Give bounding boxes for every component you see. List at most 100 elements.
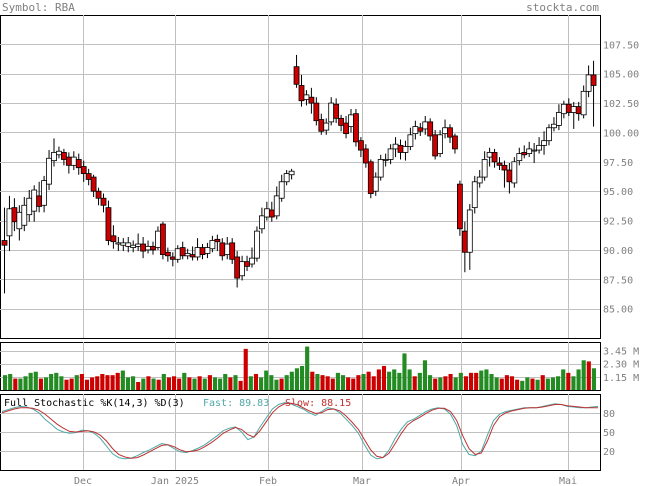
volume-bar (151, 378, 156, 390)
candle-body (353, 113, 359, 143)
candle-body (565, 103, 572, 113)
candle (471, 175, 478, 214)
candle (6, 195, 13, 252)
volume-bar (381, 366, 387, 390)
candle (41, 175, 47, 213)
volume-bar (131, 376, 136, 390)
candle-body (323, 122, 330, 131)
price-frame-rect (0, 15, 601, 339)
candle-body (140, 243, 147, 252)
price-tick-label: 97.50 (603, 158, 633, 169)
volume-bar (361, 374, 366, 390)
candle (590, 60, 597, 127)
volume-bar (202, 378, 207, 390)
volume-bar (335, 372, 340, 390)
volume-bar (351, 378, 356, 390)
candle (556, 104, 562, 131)
candle-body (541, 140, 547, 146)
candle (214, 234, 221, 252)
volume-bar (576, 369, 581, 390)
candle-body (239, 261, 246, 277)
volume-bar (33, 371, 38, 390)
candle-body (46, 157, 52, 185)
volume-bar (13, 378, 18, 390)
candle (531, 143, 538, 163)
candle (278, 174, 285, 202)
volume-bar (90, 377, 95, 390)
volume-bar (120, 370, 125, 390)
price-tick-label: 105.00 (603, 70, 639, 81)
volume-bar (581, 360, 586, 390)
volume-bar (141, 378, 146, 390)
volume-bar (530, 378, 535, 390)
candle-body (447, 127, 453, 138)
volume-bar (540, 375, 545, 390)
volume-bar (407, 369, 412, 390)
candle (51, 138, 57, 167)
candle (46, 150, 52, 191)
candle (536, 137, 542, 154)
volume-bar (515, 379, 520, 390)
price-tick-label: 95.00 (603, 187, 633, 198)
candle-body (214, 238, 221, 243)
candle-body (199, 247, 206, 256)
volume-bar (525, 377, 530, 390)
candle (432, 130, 439, 160)
candle (377, 154, 384, 181)
volume-bar (320, 375, 325, 390)
candle (204, 242, 211, 259)
volume-bar (556, 376, 561, 390)
candle (85, 168, 92, 186)
candle (476, 170, 483, 188)
candle-body (70, 156, 77, 166)
candle (159, 221, 166, 260)
candle-body (41, 180, 47, 206)
candle (308, 87, 315, 114)
candle (125, 236, 132, 253)
volume-bar (146, 376, 151, 390)
volume-bar (397, 372, 402, 390)
candle-body (387, 148, 394, 160)
volume-bar (54, 372, 59, 390)
volume-bar (243, 348, 248, 390)
x-axis: Dec Jan 2025 Feb Mar Apr Mai (74, 476, 577, 486)
volume-bar (248, 376, 253, 390)
candle (298, 74, 305, 107)
volume-bar (315, 374, 320, 390)
candle (466, 204, 473, 270)
candle-body (80, 166, 87, 174)
candle-body (407, 134, 414, 147)
candle-body (75, 159, 82, 169)
volume-bar (494, 377, 499, 390)
candle-body (164, 251, 171, 257)
candle-body (590, 74, 597, 86)
candle-body (362, 148, 369, 164)
volume-bar (207, 375, 212, 390)
volume-bar (289, 371, 294, 390)
candle (21, 197, 28, 232)
x-tick-label: Mar (353, 476, 371, 486)
candle (254, 226, 260, 262)
candle (501, 160, 508, 188)
candle-body (471, 181, 478, 209)
candle-body (303, 94, 310, 100)
volume-bar (300, 366, 305, 390)
candle-body (224, 243, 231, 256)
candle-body (155, 230, 161, 248)
x-tick-label: Feb (259, 476, 277, 486)
fast-line (1, 402, 599, 460)
candle (516, 147, 523, 166)
candle-body (283, 173, 290, 183)
candle (1, 207, 8, 294)
candle-body (461, 230, 468, 253)
site-watermark: stockta.com (526, 1, 599, 14)
candle-body (580, 90, 587, 116)
volume-bar (197, 376, 202, 390)
volume-bar (443, 376, 448, 390)
candle (61, 148, 67, 166)
candle-body (110, 235, 117, 243)
stochastic-title: Full Stochastic %K(14,3) %D(3) (4, 398, 185, 409)
volume-bar (463, 376, 468, 390)
volume-bar (428, 375, 433, 390)
